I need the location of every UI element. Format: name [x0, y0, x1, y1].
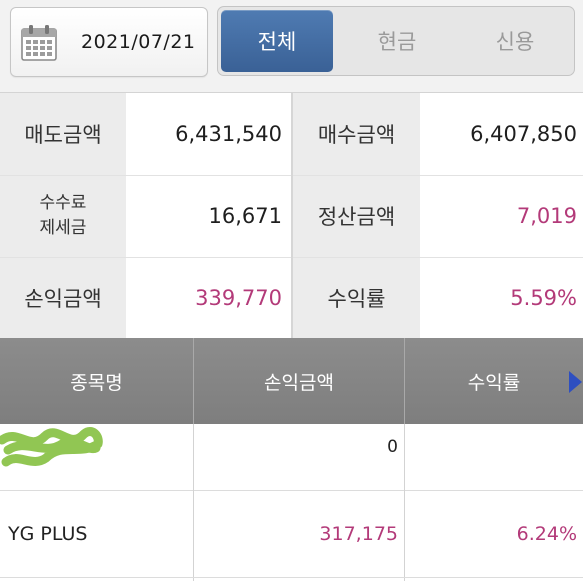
tab-credit[interactable]: 신용	[495, 30, 535, 54]
stock-name-cell: YG PLUS	[8, 523, 88, 545]
sell-amount-label: 매도금액	[0, 93, 126, 175]
tax-label: 제세금	[39, 218, 87, 238]
return-rate-cell: 6.24%	[516, 523, 577, 545]
header-divider	[193, 338, 194, 424]
return-rate-cell	[406, 424, 577, 470]
triangle-right-icon[interactable]	[569, 371, 582, 393]
column-divider	[193, 424, 194, 581]
filter-bar: 2021/07/21 전체 현금 신용	[0, 0, 583, 93]
profit-cell: 317,175	[319, 523, 398, 545]
return-rate-value: 5.59%	[420, 257, 583, 338]
column-header-stock-name[interactable]: 종목명	[70, 371, 123, 394]
return-rate-label: 수익률	[293, 257, 420, 338]
selected-date: 2021/07/21	[81, 31, 196, 53]
column-header-profit[interactable]: 손익금액	[264, 371, 334, 394]
sell-amount-value: 6,431,540	[126, 93, 292, 175]
profit-label: 손익금액	[0, 257, 126, 338]
row-divider	[0, 490, 583, 491]
buy-amount-label: 매수금액	[293, 93, 420, 175]
fee-tax-label: 수수료 제세금	[0, 175, 126, 257]
date-picker-button[interactable]: 2021/07/21	[10, 7, 208, 77]
redaction-scribble	[0, 427, 103, 467]
table-row[interactable]: 0	[0, 424, 583, 490]
column-header-return-rate[interactable]: 수익률	[467, 371, 521, 394]
header-divider	[404, 338, 405, 424]
table-header: 종목명 손익금액 수익률	[0, 338, 583, 424]
fee-label: 수수료	[39, 193, 87, 213]
table-row[interactable]: YG PLUS 317,175 6.24%	[0, 491, 583, 577]
summary-column-divider	[291, 93, 293, 338]
summary-grid: 매도금액 6,431,540 매수금액 6,407,850 수수료 제세금 16…	[0, 93, 583, 338]
profit-value: 339,770	[126, 257, 292, 338]
settlement-label: 정산금액	[293, 175, 420, 257]
settlement-value: 7,019	[420, 175, 583, 257]
tab-cash[interactable]: 현금	[377, 30, 417, 54]
tab-all[interactable]: 전체	[221, 10, 333, 72]
column-divider	[404, 424, 405, 581]
account-type-segmented-control: 전체 현금 신용	[217, 6, 575, 76]
row-divider	[0, 577, 583, 578]
buy-amount-value: 6,407,850	[420, 93, 583, 175]
calendar-icon	[21, 25, 57, 61]
profit-cell: 0	[387, 437, 398, 457]
fee-tax-value: 16,671	[126, 175, 292, 257]
